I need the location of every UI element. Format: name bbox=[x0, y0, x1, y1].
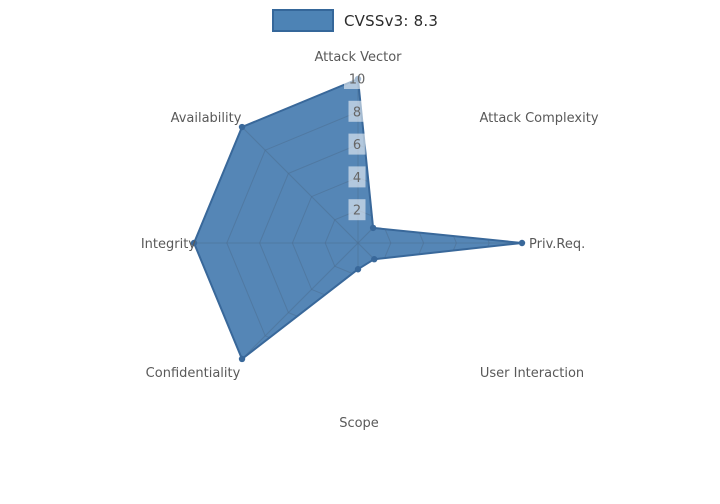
grid-spoke bbox=[241, 126, 359, 244]
tick-label: 6 bbox=[353, 138, 361, 153]
tick-label: 10 bbox=[349, 73, 366, 88]
tick-box bbox=[348, 100, 366, 122]
vertex-marker-confidentiality bbox=[238, 355, 246, 363]
tick-label: 2 bbox=[353, 204, 361, 219]
axis-label-integrity: Integrity bbox=[141, 237, 196, 252]
tick-box bbox=[348, 133, 366, 155]
axis-label-attack-vector: Attack Vector bbox=[314, 50, 402, 65]
legend: CVSSv3: 8.3 bbox=[272, 9, 438, 32]
legend-swatch bbox=[272, 9, 334, 32]
tick-box bbox=[344, 68, 370, 89]
axis-label-attack-complexity: Attack Complexity bbox=[479, 111, 598, 126]
vertex-marker-availability bbox=[238, 123, 246, 131]
vertex-marker-attack-complexity bbox=[369, 224, 377, 232]
axis-label-user-interaction: User Interaction bbox=[480, 366, 584, 381]
tick-label: 4 bbox=[353, 171, 361, 186]
vertex-marker-priv-req bbox=[518, 239, 526, 247]
axis-label-confidentiality: Confidentiality bbox=[146, 366, 241, 381]
vertex-marker-integrity bbox=[190, 239, 198, 247]
grid-spoke bbox=[241, 242, 359, 359]
axis-label-priv-req: Priv.Req. bbox=[529, 237, 585, 252]
vertex-marker-scope bbox=[354, 266, 362, 273]
vertex-marker-user-interaction bbox=[371, 256, 378, 263]
grid-spoke bbox=[357, 126, 475, 244]
tick-label: 8 bbox=[353, 105, 361, 120]
legend-label: CVSSv3: 8.3 bbox=[344, 11, 439, 30]
axis-label-scope: Scope bbox=[339, 416, 379, 431]
tick-box bbox=[348, 199, 366, 221]
tick-box bbox=[348, 166, 366, 188]
axis-label-availability: Availability bbox=[171, 111, 242, 126]
